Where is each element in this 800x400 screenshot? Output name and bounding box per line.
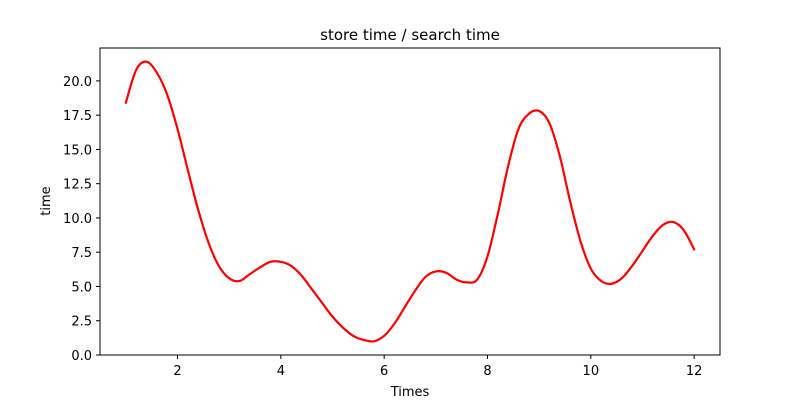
y-tick-label: 0.0 [71,349,92,364]
plot-area-frame [99,47,721,356]
y-tick-label: 12.5 [63,178,92,193]
y-tick-label: 2.5 [71,315,92,330]
y-tick-label: 7.5 [71,246,92,261]
y-axis-label: time [39,186,54,215]
x-tick-label: 8 [483,364,491,379]
x-tick-label: 10 [583,364,600,379]
y-tick-label: 20.0 [63,75,92,90]
series-line-store-search-ratio [124,60,696,343]
y-tick-label: 15.0 [63,143,92,158]
y-tick-label: 10.0 [63,212,92,227]
ticks-layer: 2 4 6 8 10 12 0.0 2.5 5.0 7.5 10.0 12.5 15.0 17.5 20.0 [63,75,702,379]
y-tick-label: 17.5 [63,109,92,124]
chart-title: store time / search time [320,26,500,44]
x-tick-label: 4 [277,364,285,379]
x-axis-label: Times [390,385,430,400]
y-tick-label: 5.0 [71,280,92,295]
x-tick-label: 6 [380,364,388,379]
x-tick-label: 2 [173,364,181,379]
x-tick-label: 12 [686,364,703,379]
